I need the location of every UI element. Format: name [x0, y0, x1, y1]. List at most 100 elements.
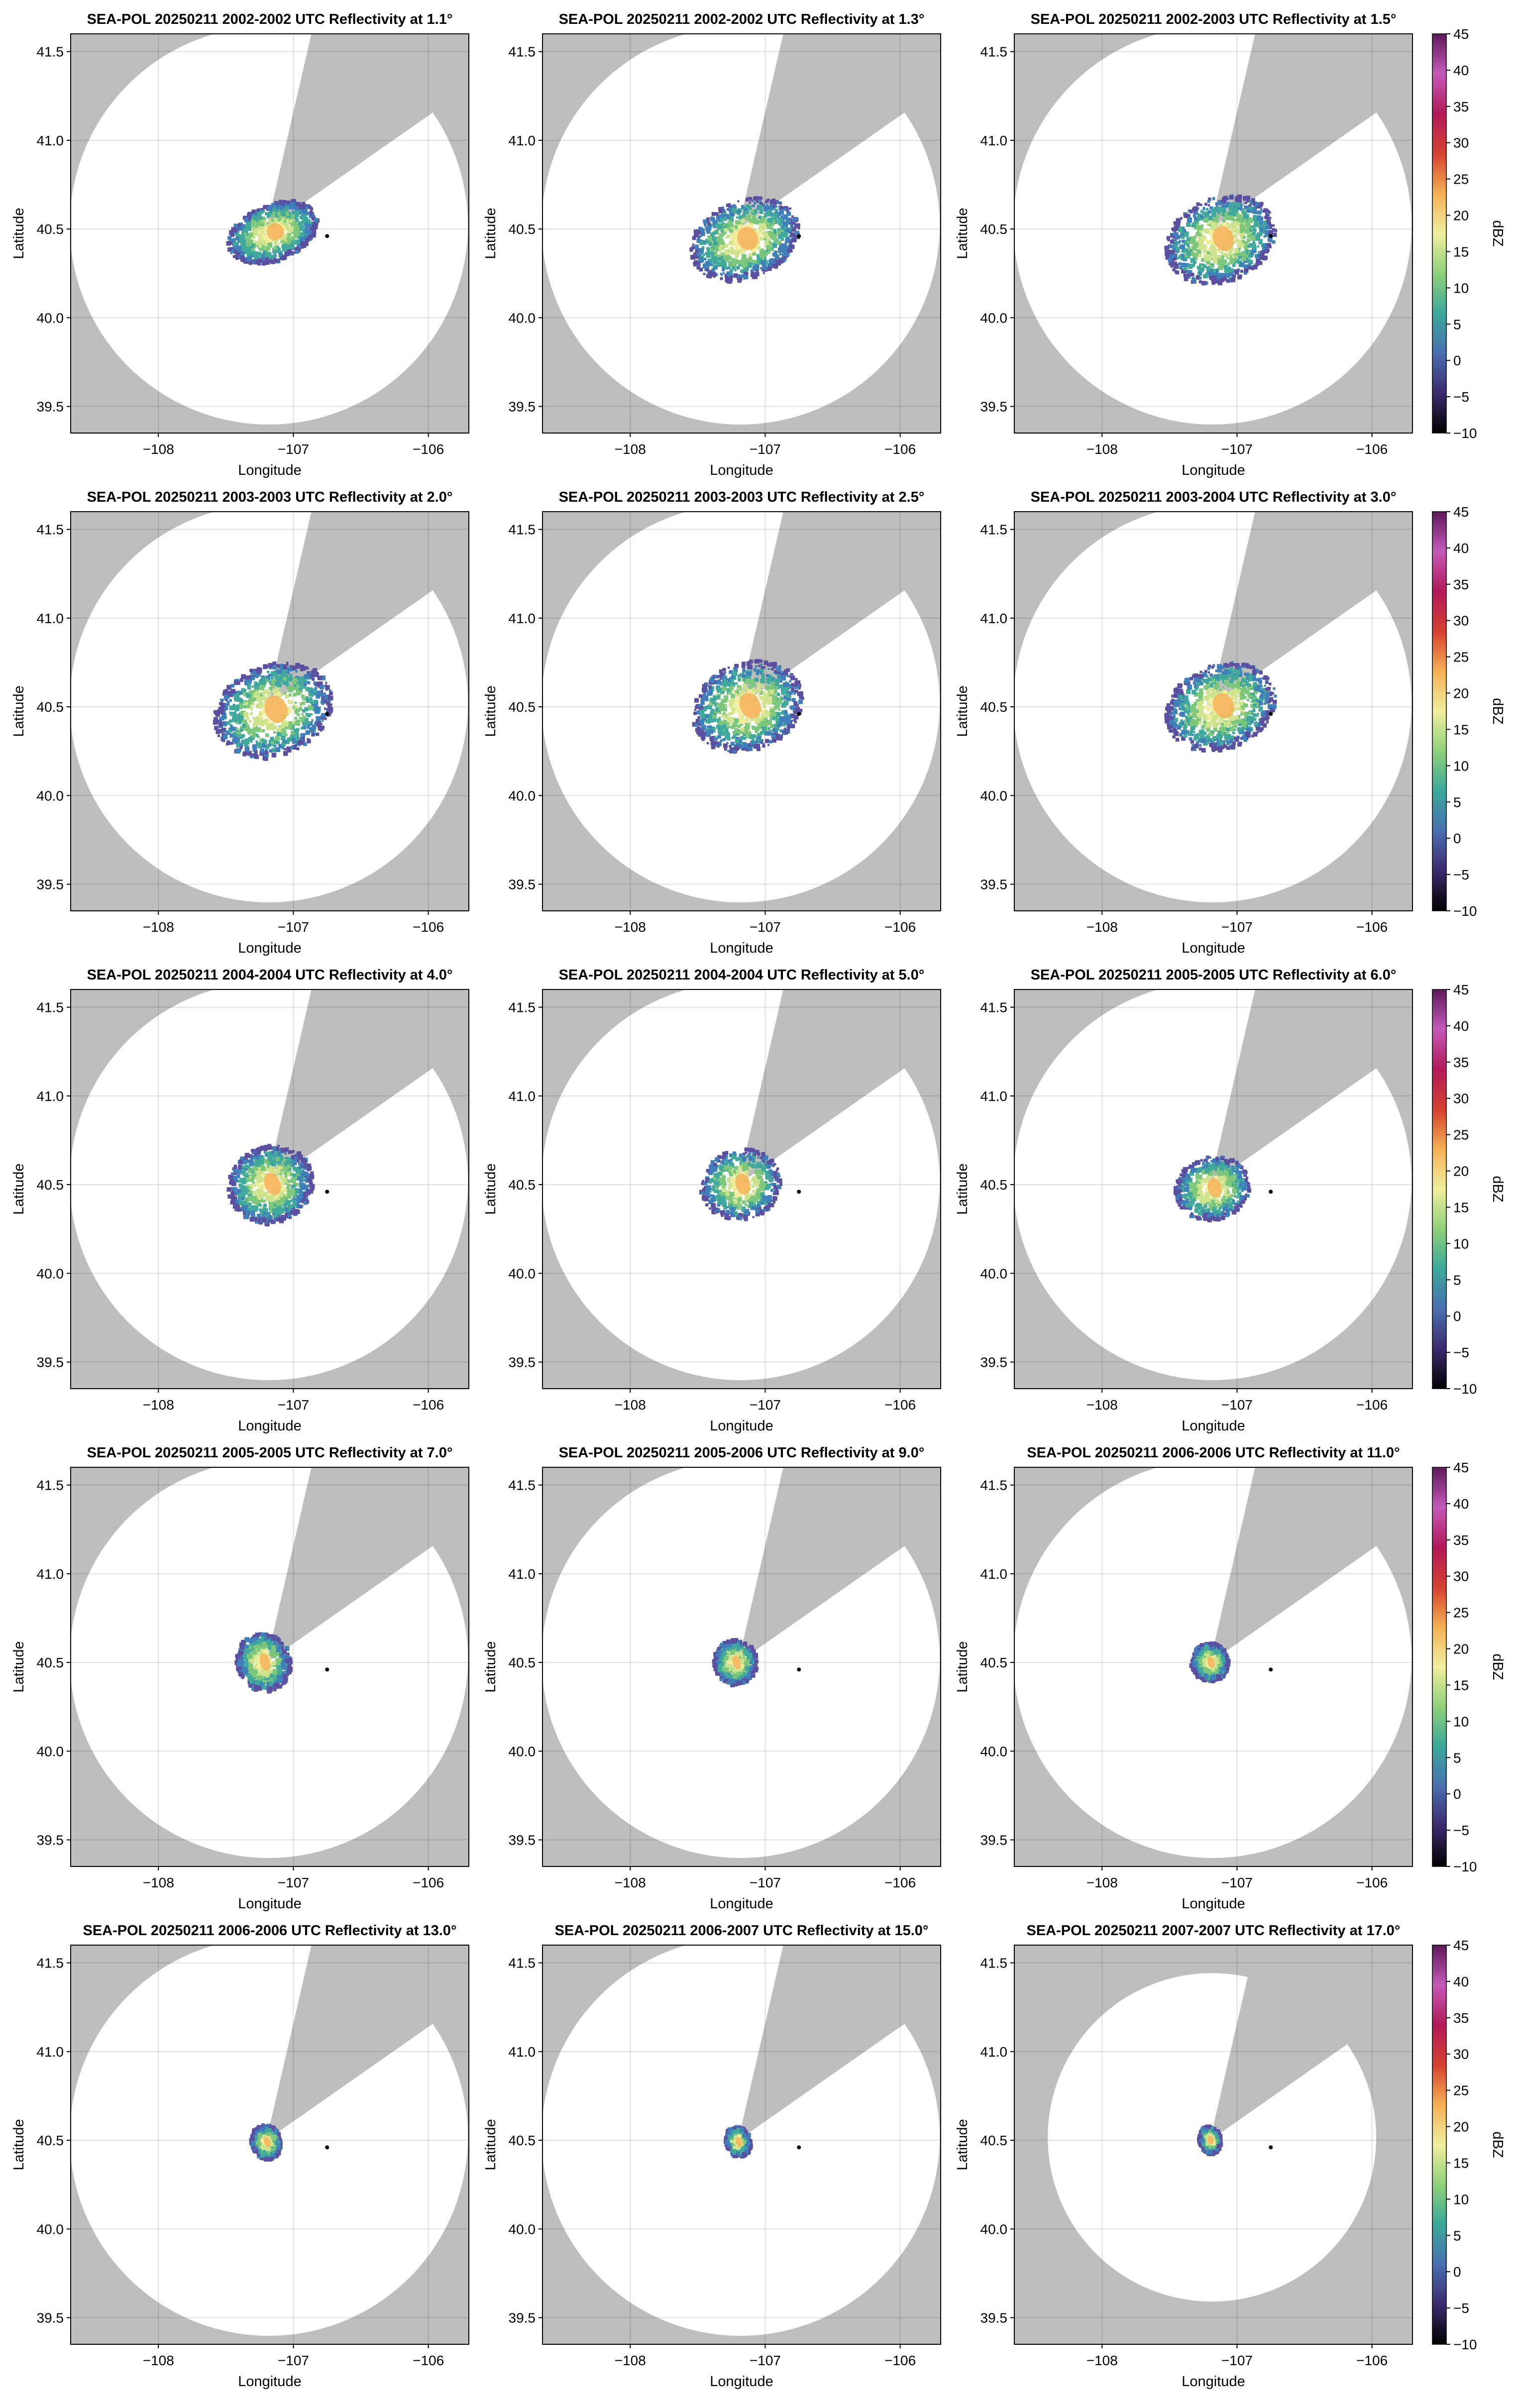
y-tick-label: 41.5 — [37, 1000, 64, 1015]
y-tick-label: 41.0 — [37, 2044, 64, 2060]
y-tick-label: 41.0 — [509, 1089, 536, 1104]
colorbar-tick-label: 30 — [1453, 1091, 1469, 1106]
x-axis-label: Longitude — [238, 940, 301, 956]
y-tick-label: 40.0 — [37, 1744, 64, 1759]
y-tick-label: 41.0 — [509, 2044, 536, 2060]
x-axis-label: Longitude — [1182, 462, 1245, 478]
colorbar-label: dBZ — [1490, 220, 1506, 246]
x-tick-label: −106 — [1356, 919, 1388, 935]
colorbar-tick-label: 15 — [1453, 722, 1469, 737]
y-axis-label: Latitude — [11, 208, 27, 259]
x-tick-label: −107 — [1221, 919, 1253, 935]
colorbar-tick-label: −10 — [1453, 1859, 1477, 1874]
y-axis-label: Latitude — [955, 1641, 971, 1692]
plot-frame — [1014, 989, 1413, 1389]
y-tick-label: 41.5 — [509, 1956, 536, 1971]
colorbar-tick-label: 30 — [1453, 613, 1469, 629]
panel-title: SEA-POL 20250211 2005-2005 UTC Reflectiv… — [1031, 967, 1397, 983]
radar-site-marker — [1269, 2145, 1273, 2150]
x-tick-label: −108 — [1086, 2353, 1118, 2368]
colorbar-tick-label: 30 — [1453, 135, 1469, 151]
radar-site-marker — [1269, 1667, 1273, 1672]
colorbar-tick-label: 10 — [1453, 1714, 1469, 1729]
y-tick-label: 41.5 — [37, 1478, 64, 1493]
y-axis-label: Latitude — [11, 2119, 27, 2170]
x-tick-label: −107 — [750, 1875, 781, 1890]
x-tick-label: −108 — [1086, 441, 1118, 457]
radar-panel: SEA-POL 20250211 2003-2004 UTC Reflectiv… — [955, 489, 1413, 956]
panel-title: SEA-POL 20250211 2002-2002 UTC Reflectiv… — [559, 11, 925, 27]
colorbar-gradient — [1432, 989, 1447, 1389]
x-tick-label: −106 — [1356, 2353, 1388, 2368]
radar-panel: SEA-POL 20250211 2004-2004 UTC Reflectiv… — [11, 967, 469, 1434]
y-axis-label: Latitude — [955, 1163, 971, 1214]
x-axis-label: Longitude — [710, 940, 773, 956]
reflectivity-echo — [699, 1147, 783, 1221]
x-tick-label: −106 — [413, 919, 444, 935]
reflectivity-echo — [1164, 194, 1278, 286]
colorbar-tick-label: 20 — [1453, 686, 1469, 701]
colorbar-tick-label: 45 — [1453, 1460, 1469, 1475]
y-tick-label: 39.5 — [509, 399, 536, 415]
plot-frame — [70, 511, 469, 911]
y-tick-label: 41.5 — [37, 44, 64, 60]
colorbar-tick-label: 45 — [1453, 982, 1469, 997]
x-axis-label: Longitude — [710, 1896, 773, 1912]
x-tick-label: −106 — [884, 919, 916, 935]
y-axis-label: Latitude — [483, 685, 499, 737]
y-tick-label: 39.5 — [37, 1355, 64, 1370]
colorbar-gradient — [1432, 33, 1447, 434]
colorbar-tick-label: 25 — [1453, 1605, 1469, 1621]
y-tick-label: 40.5 — [37, 221, 64, 237]
x-axis-label: Longitude — [238, 1896, 301, 1912]
y-tick-label: 41.0 — [37, 1089, 64, 1104]
colorbar-tick-label: 5 — [1453, 1750, 1461, 1765]
panel-title: SEA-POL 20250211 2003-2003 UTC Reflectiv… — [87, 489, 453, 505]
y-tick-label: 40.5 — [509, 1655, 536, 1670]
colorbar-tick-label: 45 — [1453, 504, 1469, 520]
panel-title: SEA-POL 20250211 2005-2006 UTC Reflectiv… — [559, 1445, 925, 1461]
colorbar-label: dBZ — [1490, 698, 1506, 724]
colorbar-tick-label: 40 — [1453, 1974, 1469, 1989]
reflectivity-echo — [213, 661, 333, 761]
plot-frame — [70, 989, 469, 1389]
colorbar-tick-label: 5 — [1453, 794, 1461, 810]
colorbar-tick-label: 0 — [1453, 2264, 1461, 2280]
y-tick-label: 41.5 — [980, 522, 1008, 538]
colorbar-tick-label: 0 — [1453, 1309, 1461, 1324]
x-tick-label: −106 — [413, 2353, 444, 2368]
radar-panel: SEA-POL 20250211 2003-2003 UTC Reflectiv… — [483, 489, 941, 956]
x-tick-label: −107 — [1221, 1397, 1253, 1413]
colorbar-tick-label: 25 — [1453, 1127, 1469, 1143]
colorbar: 45 40 35 30 25 20 15 10 5 0 −5 −10 dBZ — [1432, 1938, 1506, 2352]
colorbar-tick-label: 20 — [1453, 1164, 1469, 1179]
y-axis-label: Latitude — [483, 1163, 499, 1214]
colorbar-tick-label: 10 — [1453, 758, 1469, 773]
colorbar-gradient — [1432, 511, 1447, 911]
plot-frame — [1014, 33, 1413, 434]
x-tick-label: −108 — [1086, 1875, 1118, 1890]
radar-site-marker — [797, 1190, 801, 1194]
colorbar-tick-label: 25 — [1453, 2083, 1469, 2098]
panel-title: SEA-POL 20250211 2003-2004 UTC Reflectiv… — [1031, 489, 1397, 505]
x-tick-label: −107 — [1221, 441, 1253, 457]
x-tick-label: −108 — [615, 2353, 646, 2368]
colorbar-tick-label: 25 — [1453, 650, 1469, 665]
plot-frame — [1014, 1945, 1413, 2345]
x-tick-label: −107 — [750, 2353, 781, 2368]
reflectivity-echo — [1197, 2124, 1223, 2157]
panel-title: SEA-POL 20250211 2004-2004 UTC Reflectiv… — [559, 967, 925, 983]
colorbar: 45 40 35 30 25 20 15 10 5 0 −5 −10 dBZ — [1432, 504, 1506, 919]
radar-panel: SEA-POL 20250211 2003-2003 UTC Reflectiv… — [11, 489, 469, 956]
colorbar-label: dBZ — [1490, 1176, 1506, 1202]
y-tick-label: 40.0 — [509, 1266, 536, 1281]
radar-site-marker — [797, 712, 801, 716]
radar-panel: SEA-POL 20250211 2002-2002 UTC Reflectiv… — [483, 11, 941, 478]
reflectivity-echo — [226, 1144, 315, 1227]
y-tick-label: 39.5 — [509, 1833, 536, 1848]
y-tick-label: 40.0 — [980, 2221, 1008, 2237]
radar-site-marker — [797, 1667, 801, 1672]
y-tick-label: 40.0 — [509, 1744, 536, 1759]
y-tick-label: 41.0 — [980, 1566, 1008, 1582]
